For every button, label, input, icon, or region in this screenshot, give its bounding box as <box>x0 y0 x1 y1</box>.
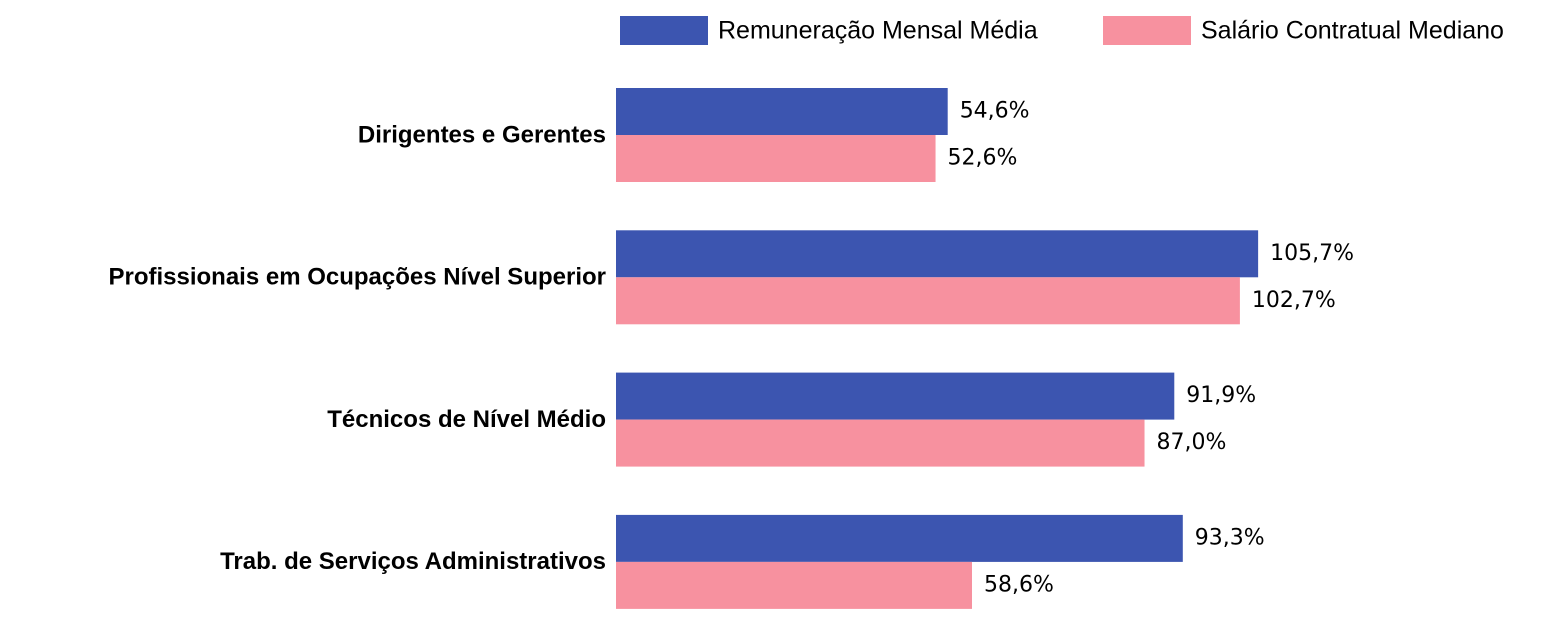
category-label: Trab. de Serviços Administrativos <box>220 548 606 575</box>
bar <box>616 514 1183 562</box>
category-label: Profissionais em Ocupações Nível Superio… <box>108 264 606 291</box>
bar <box>616 88 948 135</box>
legend-swatch <box>620 16 708 45</box>
bar <box>616 561 972 609</box>
value-label: 93,3% <box>1195 525 1265 550</box>
legend-label: Remuneração Mensal Média <box>718 17 1038 45</box>
value-label: 102,7% <box>1252 288 1336 313</box>
bar <box>616 277 1240 325</box>
bar <box>616 135 936 182</box>
legend-swatch <box>1103 16 1191 45</box>
bar <box>616 372 1175 420</box>
value-label: 87,0% <box>1157 430 1227 455</box>
value-label: 91,9% <box>1186 383 1256 408</box>
value-label: 52,6% <box>948 146 1018 171</box>
value-label: 58,6% <box>984 572 1054 597</box>
legend-label: Salário Contratual Mediano <box>1201 17 1504 45</box>
value-label: 105,7% <box>1270 241 1354 266</box>
value-label: 54,6% <box>960 99 1030 124</box>
bar <box>616 419 1145 467</box>
category-label: Técnicos de Nível Médio <box>327 406 606 433</box>
category-label: Dirigentes e Gerentes <box>358 121 606 148</box>
bar <box>616 230 1259 278</box>
